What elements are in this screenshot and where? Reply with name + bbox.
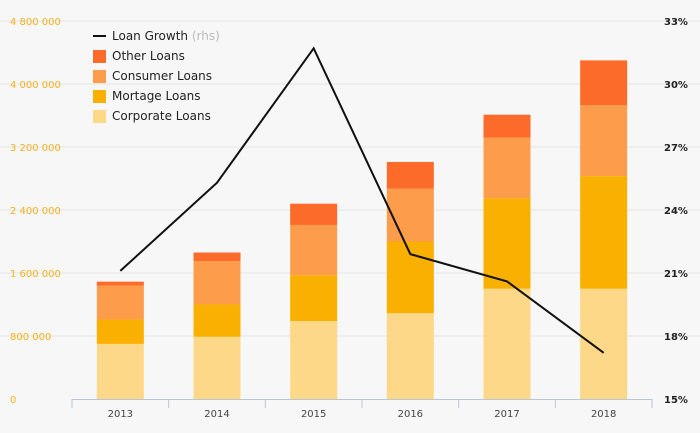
legend-note-rhs: (rhs) bbox=[192, 29, 220, 43]
bar-segment bbox=[290, 203, 338, 225]
bar-segment bbox=[580, 288, 628, 399]
bar-segment bbox=[386, 313, 434, 399]
bar-segment bbox=[193, 252, 241, 262]
bar-segment bbox=[96, 285, 144, 320]
left-tick-label: 1 600 000 bbox=[10, 269, 61, 280]
legend-swatch bbox=[93, 50, 106, 63]
right-tick-label: 33% bbox=[664, 17, 688, 28]
bar-segment bbox=[193, 261, 241, 305]
legend-swatch bbox=[93, 70, 106, 83]
bar-segment bbox=[290, 321, 338, 399]
stacked-bars bbox=[96, 60, 628, 399]
bar-segment bbox=[96, 281, 144, 286]
x-tick-label: 2017 bbox=[494, 409, 519, 420]
left-axis-ticks: 0 800 000 1 600 000 2 400 000 3 200 000 4 000… bbox=[10, 17, 61, 406]
legend-label: Other Loans bbox=[112, 49, 185, 63]
right-axis-ticks: 15% 18% 21% 24% 27% 30% 33% bbox=[664, 17, 688, 406]
left-tick-label: 4 800 000 bbox=[10, 17, 61, 28]
bar-segment bbox=[96, 319, 144, 344]
bar-segment bbox=[290, 224, 338, 276]
right-tick-label: 21% bbox=[664, 269, 688, 280]
legend-label-loan-growth: Loan Growth (rhs) bbox=[112, 29, 220, 43]
bar-segment bbox=[290, 275, 338, 322]
bar-segment bbox=[483, 198, 531, 289]
bar-segment bbox=[580, 105, 628, 177]
bar-segment bbox=[580, 176, 628, 289]
left-tick-label: 3 200 000 bbox=[10, 143, 61, 154]
bar-segment bbox=[96, 343, 144, 399]
bar-segment bbox=[483, 137, 531, 199]
x-tick-label: 2013 bbox=[108, 409, 133, 420]
x-tick-label: 2016 bbox=[398, 409, 423, 420]
loan-growth-line bbox=[119, 46, 605, 354]
bar-segment bbox=[483, 114, 531, 138]
left-tick-label: 4 000 000 bbox=[10, 80, 61, 91]
right-tick-label: 24% bbox=[664, 206, 688, 217]
right-tick-label: 15% bbox=[664, 395, 688, 406]
left-tick-label: 0 bbox=[10, 395, 16, 406]
left-tick-label: 800 000 bbox=[10, 332, 51, 343]
bar-segment bbox=[193, 336, 241, 399]
x-tick-label: 2014 bbox=[204, 409, 229, 420]
right-tick-label: 30% bbox=[664, 80, 688, 91]
loan-growth-line bbox=[119, 46, 605, 354]
bar-segment bbox=[483, 288, 531, 399]
right-tick-label: 18% bbox=[664, 332, 688, 343]
x-tick-label: 2015 bbox=[301, 409, 326, 420]
x-tick-label: 2018 bbox=[591, 409, 616, 420]
legend-label: Consumer Loans bbox=[112, 69, 212, 83]
legend: Loan Growth (rhs) Other Loans Consumer Loa… bbox=[93, 29, 220, 123]
legend-label: Mortage Loans bbox=[112, 89, 201, 103]
bar-segment bbox=[386, 188, 434, 242]
x-axis: 2013 2014 2015 2016 2017 2018 bbox=[71, 399, 653, 420]
legend-label: Corporate Loans bbox=[112, 109, 211, 123]
bar-segment bbox=[580, 60, 628, 106]
bar-segment bbox=[386, 161, 434, 189]
legend-swatch bbox=[93, 110, 106, 123]
legend-swatch bbox=[93, 90, 106, 103]
left-tick-label: 2 400 000 bbox=[10, 206, 61, 217]
right-tick-label: 27% bbox=[664, 143, 688, 154]
bar-segment bbox=[193, 304, 241, 337]
